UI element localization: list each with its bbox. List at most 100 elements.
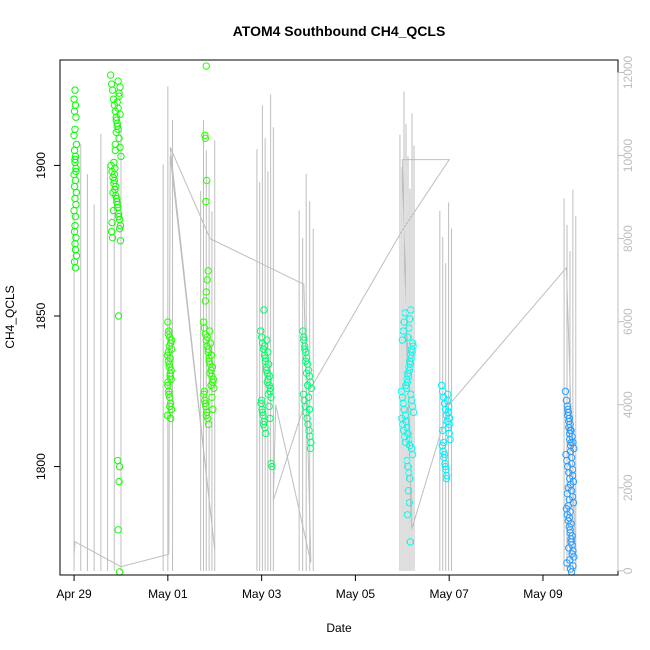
y-axis: 1800 1850 1900	[34, 152, 61, 480]
y-tick-label: 1800	[34, 453, 48, 480]
x-tick-label: May 03	[242, 587, 282, 601]
data-point	[443, 396, 452, 405]
data-point	[114, 526, 122, 534]
data-point	[406, 474, 414, 483]
data-point	[114, 77, 122, 85]
data-point	[302, 369, 311, 377]
data-point	[399, 327, 407, 335]
data-point	[71, 86, 79, 94]
data-point	[72, 200, 80, 209]
data-point	[441, 462, 450, 471]
data-point	[71, 101, 80, 109]
data-point	[204, 345, 212, 353]
y2-tick-label: 6000	[621, 308, 635, 335]
data-point	[405, 499, 414, 507]
data-point	[408, 339, 417, 347]
data-point	[70, 107, 79, 115]
data-point	[71, 221, 79, 230]
data-point	[568, 532, 576, 540]
data-point	[262, 366, 271, 374]
points-layer	[70, 62, 578, 576]
data-point	[405, 468, 413, 477]
plot-frame	[59, 59, 619, 576]
data-point	[440, 450, 449, 459]
data-point	[116, 83, 124, 91]
data-point	[70, 131, 78, 139]
y-axis-label: CH4_QCLS	[3, 285, 17, 348]
data-point	[399, 399, 407, 408]
data-point	[305, 405, 314, 414]
data-point	[203, 176, 211, 185]
data-point	[204, 267, 212, 275]
data-point	[200, 387, 209, 395]
data-point	[264, 390, 272, 398]
data-point	[260, 342, 269, 350]
data-point	[202, 197, 210, 206]
data-point	[209, 405, 217, 414]
data-point	[567, 459, 576, 468]
data-point	[401, 309, 409, 317]
data-point	[113, 122, 121, 130]
data-point	[114, 312, 123, 320]
data-point	[565, 414, 573, 423]
data-point	[407, 306, 415, 314]
data-point	[107, 80, 116, 88]
data-point	[71, 264, 80, 272]
data-point	[115, 224, 124, 233]
data-point	[114, 104, 122, 112]
data-point	[166, 402, 174, 411]
data-point	[258, 408, 267, 417]
data-point	[565, 496, 573, 504]
data-point	[257, 396, 266, 405]
data-point	[260, 306, 268, 314]
data-point	[164, 330, 173, 338]
x-tick-label: May 09	[523, 587, 563, 601]
data-point	[262, 429, 270, 438]
data-point	[444, 408, 452, 417]
data-point	[201, 399, 210, 408]
x-tick-label: May 07	[430, 587, 470, 601]
data-point	[166, 372, 174, 380]
data-point	[115, 462, 124, 471]
data-point	[301, 345, 309, 353]
data-point	[116, 143, 124, 152]
data-point	[113, 456, 122, 465]
y2-tick-label: 12000	[621, 55, 635, 89]
data-point	[404, 486, 413, 495]
data-point	[406, 315, 414, 323]
data-point	[302, 357, 310, 365]
data-point	[566, 556, 574, 564]
data-point	[568, 471, 577, 480]
data-point	[201, 131, 209, 139]
y2-tick-label: 0	[621, 567, 635, 574]
y2-axis-right: 0 2000 4000 6000 8000 10000 12000	[617, 55, 635, 574]
data-point	[303, 381, 312, 389]
data-point	[261, 354, 270, 362]
data-point	[115, 134, 123, 143]
data-point	[115, 568, 124, 576]
data-point	[202, 62, 210, 70]
data-point	[406, 538, 414, 546]
data-point	[165, 390, 173, 398]
x-axis: Apr 29 May 01 May 03 May 05 May 07 May 09	[56, 574, 563, 601]
data-point	[304, 393, 313, 402]
data-point	[566, 565, 575, 573]
data-point	[72, 113, 80, 121]
data-point	[72, 167, 80, 176]
data-point	[567, 453, 576, 462]
data-point	[116, 221, 125, 230]
data-point	[398, 336, 407, 344]
data-point	[268, 462, 276, 471]
y2-tick-label: 2000	[621, 474, 635, 501]
data-point	[202, 411, 210, 420]
x-tick-label: Apr 29	[56, 587, 92, 601]
data-point	[565, 544, 573, 552]
data-point	[203, 276, 211, 284]
data-point	[116, 237, 125, 245]
y2-tick-label: 8000	[621, 225, 635, 252]
data-point	[164, 348, 173, 356]
data-point	[305, 426, 313, 435]
data-point	[439, 438, 448, 447]
data-point	[442, 474, 451, 483]
